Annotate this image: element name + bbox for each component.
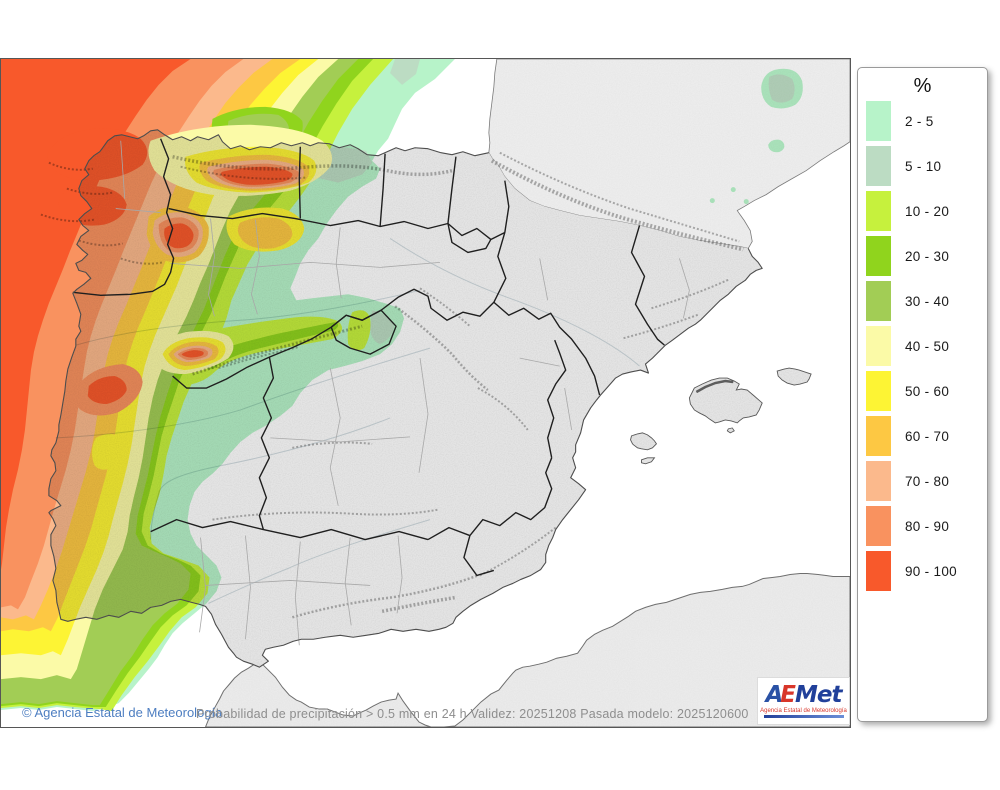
legend-label: 5 - 10 (905, 158, 942, 174)
field-90-100 (1, 59, 191, 570)
border-andalucia (150, 518, 429, 541)
border-extremadura (258, 356, 275, 530)
legend-label: 2 - 5 (905, 113, 934, 129)
sierra-nevada-ridge (381, 595, 457, 614)
logo-caption: Agencia Estatal de Meteorología (760, 708, 847, 714)
logo-letter-e: E (780, 682, 796, 708)
toledo-ridge (292, 441, 373, 449)
border-aragon-clm (493, 301, 601, 458)
legend-swatch (866, 101, 891, 141)
legend-rows: 2 - 5 5 - 10 10 - 20 20 - 30 30 - 40 40 … (858, 101, 987, 591)
betica-ridge-2 (479, 526, 557, 577)
legend-row: 50 - 60 (858, 371, 987, 411)
field-dot (730, 187, 736, 193)
iberico-ridge-2 (419, 287, 471, 327)
field-dot (709, 198, 715, 204)
border-murcia (427, 457, 553, 577)
logo-letters-met: Met (795, 682, 842, 708)
legend-row: 5 - 10 (858, 146, 987, 186)
legend-label: 10 - 20 (905, 203, 950, 219)
legend-row: 90 - 100 (858, 551, 987, 591)
legend-label: 30 - 40 (905, 293, 950, 309)
catalonia-ridge (623, 278, 730, 340)
legend-panel: % 2 - 5 5 - 10 10 - 20 20 - 30 30 - 40 (857, 67, 988, 722)
cantabrian-ridge (172, 155, 453, 177)
field-5-10-top (390, 59, 421, 85)
province-boundaries (115, 140, 690, 646)
legend-row: 70 - 80 (858, 461, 987, 501)
field-portugal-90-100 (87, 376, 127, 404)
legend-swatch (866, 326, 891, 366)
border-north (168, 207, 449, 230)
field-2-5-france-small (768, 139, 785, 153)
field-gata-90-100 (181, 350, 204, 358)
legend-row: 20 - 30 (858, 236, 987, 276)
legend-swatch (866, 551, 891, 591)
legend-label: 20 - 30 (905, 248, 950, 264)
legend-title: % (913, 75, 932, 97)
aemet-logo: AEMet Agencia Estatal de Meteorología (757, 677, 850, 725)
betica-ridge (291, 574, 479, 619)
aemet-logo-word: AEMet (765, 682, 842, 708)
legend-label: 70 - 80 (905, 473, 950, 489)
legend-swatch (866, 371, 891, 411)
pyrenees-ridge (490, 158, 744, 252)
legend-label: 90 - 100 (905, 563, 957, 579)
legend-label: 50 - 60 (905, 383, 950, 399)
region-boundaries (72, 138, 665, 577)
river-guadalquivir (208, 519, 431, 604)
coastline (48, 129, 763, 668)
legend-swatch (866, 506, 891, 546)
legend-swatch (866, 146, 891, 186)
legend-swatch (866, 191, 891, 231)
precipitation-probability-map (1, 59, 850, 727)
tramuntana-ridge (695, 379, 734, 394)
map-frame (0, 58, 851, 728)
legend-row: 2 - 5 (858, 101, 987, 141)
field-10-20-central-core (347, 310, 371, 351)
field-5-10-central (370, 310, 395, 345)
border-galicia (72, 138, 175, 296)
legend-label: 60 - 70 (905, 428, 950, 444)
border-madrid (330, 309, 397, 355)
legend-row: 80 - 90 (858, 506, 987, 546)
field-lugo-60-70 (237, 217, 293, 249)
field-galicia-90-100-b (58, 186, 127, 226)
field-portugal-50-60 (92, 433, 122, 470)
field-dot (743, 199, 749, 205)
logo-letter-a: A (765, 682, 783, 708)
legend-label: 80 - 90 (905, 518, 950, 534)
legend-swatch (866, 461, 891, 501)
border-aragon-catalonia (630, 225, 665, 346)
legend-row: 30 - 40 (858, 281, 987, 321)
legend-row: 10 - 20 (858, 191, 987, 231)
field-5-10-france (768, 74, 795, 103)
field-gredos-band-20-30 (202, 322, 339, 370)
border-rioja-navarra (447, 180, 510, 254)
legend-label: 40 - 50 (905, 338, 950, 354)
legend-swatch (866, 281, 891, 321)
logo-underline (763, 715, 844, 718)
field-leon-90-100 (164, 223, 194, 249)
legend-swatch (866, 416, 891, 456)
probability-field (1, 59, 803, 712)
island-cabrera (726, 427, 735, 434)
island-formentera (641, 457, 656, 465)
cuenca-ridge (477, 387, 529, 431)
legend-row: 40 - 50 (858, 326, 987, 366)
pyrenees-ridge-2 (499, 151, 740, 243)
legend-row: 60 - 70 (858, 416, 987, 456)
model-run-text: Probabilidad de precipitación > 0.5 mm e… (196, 707, 749, 721)
field-cantabrian-90-100 (220, 166, 293, 185)
river-ebro (389, 238, 640, 367)
legend-swatch (866, 236, 891, 276)
copyright-text: © Agencia Estatal de Meteorología (22, 705, 223, 720)
